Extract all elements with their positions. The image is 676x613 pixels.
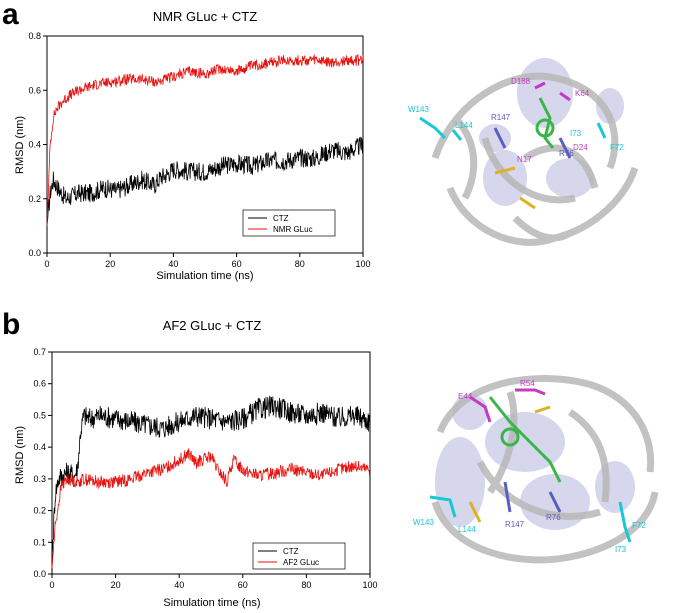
x-tick-label: 80 (301, 580, 311, 590)
residue-label: R76 (559, 149, 574, 158)
y-tick-label: 0.4 (28, 140, 41, 150)
residue-label: R147 (491, 113, 511, 122)
residue-label: R54 (520, 379, 535, 388)
series-line-ctz (51, 395, 371, 559)
side-chains (419, 81, 607, 210)
series-line-ctz (46, 136, 364, 226)
y-tick-label: 0.6 (28, 85, 41, 95)
y-tick-label: 0.0 (28, 248, 41, 258)
x-tick-label: 20 (105, 259, 115, 269)
legend-label: AF2 GLuc (283, 558, 319, 567)
x-tick-label: 100 (362, 580, 377, 590)
panel-b-xlabel: Simulation time (ns) (163, 597, 261, 609)
panel-a-protein-structure: D188 K64 W143 L144 R147 I73 N17 D24 R76 … (408, 58, 639, 246)
x-tick-label: 40 (174, 580, 184, 590)
x-tick-label: 100 (355, 259, 370, 269)
panel-b-rmsd-chart: 0 20 40 60 80 100 0.0 0.1 0.2 0.3 0.4 0.5 0.6 0.7 CTZ A… (33, 347, 377, 590)
plot-frame (51, 351, 371, 575)
x-tick-label: 20 (111, 580, 121, 590)
residue-label: L144 (455, 121, 473, 130)
residue-label: R76 (546, 513, 561, 522)
x-tick-label: 40 (168, 259, 178, 269)
x-tick-label: 0 (49, 580, 54, 590)
x-tick-label: 60 (232, 259, 242, 269)
residue-label: R147 (505, 520, 525, 529)
legend-label: CTZ (283, 547, 299, 556)
legend: CTZ AF2 GLuc (252, 542, 346, 570)
residue-label: L144 (458, 525, 476, 534)
panel-b-title: AF2 GLuc + CTZ (162, 318, 262, 333)
y-tick-label: 0.5 (33, 410, 46, 420)
x-tick-label: 0 (44, 259, 49, 269)
y-tick-label: 0.1 (33, 537, 46, 547)
legend-label: NMR GLuc (273, 225, 313, 234)
y-tick-label: 0.2 (28, 194, 41, 204)
y-tick-label: 0.6 (33, 379, 46, 389)
legend-box (242, 209, 336, 237)
residue-label: D24 (573, 143, 588, 152)
residue-label: W143 (408, 105, 429, 114)
residue-label: N17 (517, 155, 532, 164)
x-tick-label: 80 (295, 259, 305, 269)
ligand-ctz (488, 396, 562, 483)
residue-label: K64 (575, 89, 590, 98)
y-tick-label: 0.2 (33, 506, 46, 516)
legend: CTZ NMR GLuc (242, 209, 336, 237)
residue-label: D188 (511, 77, 531, 86)
legend-label: CTZ (273, 214, 289, 223)
panel-a-letter: a (2, 0, 19, 31)
residue-label: F72 (632, 521, 646, 530)
residue-label: I73 (615, 545, 627, 554)
y-tick-label: 0.7 (33, 347, 46, 357)
residue-label: F72 (610, 143, 624, 152)
y-tick-label: 0.8 (28, 31, 41, 41)
x-tick-label: 60 (238, 580, 248, 590)
y-tick-label: 0.3 (33, 474, 46, 484)
protein-ribbon (431, 375, 659, 564)
residue-label: I73 (570, 129, 582, 138)
side-chains (429, 388, 632, 543)
series-line-af2-gluc (51, 448, 371, 568)
panel-a-title: NMR GLuc + CTZ (152, 9, 258, 24)
residue-label: W143 (413, 518, 434, 527)
panel-b-letter: b (2, 308, 21, 341)
ligand-ctz (535, 97, 555, 149)
y-tick-label: 0.4 (33, 442, 46, 452)
series-line-nmr-gluc (46, 53, 364, 226)
legend-box (252, 542, 346, 570)
panel-a-rmsd-chart: 0 20 40 60 80 100 0.0 0.2 0.4 0.6 0.8 CTZ NMR GLuc (28, 31, 370, 269)
panel-b-protein-structure: E44 R54 W143 L144 R147 R76 F72 I73 (413, 375, 659, 564)
panel-a-xlabel: Simulation time (ns) (156, 270, 254, 282)
residue-label: E44 (458, 392, 473, 401)
y-tick-label: 0.0 (33, 569, 46, 579)
